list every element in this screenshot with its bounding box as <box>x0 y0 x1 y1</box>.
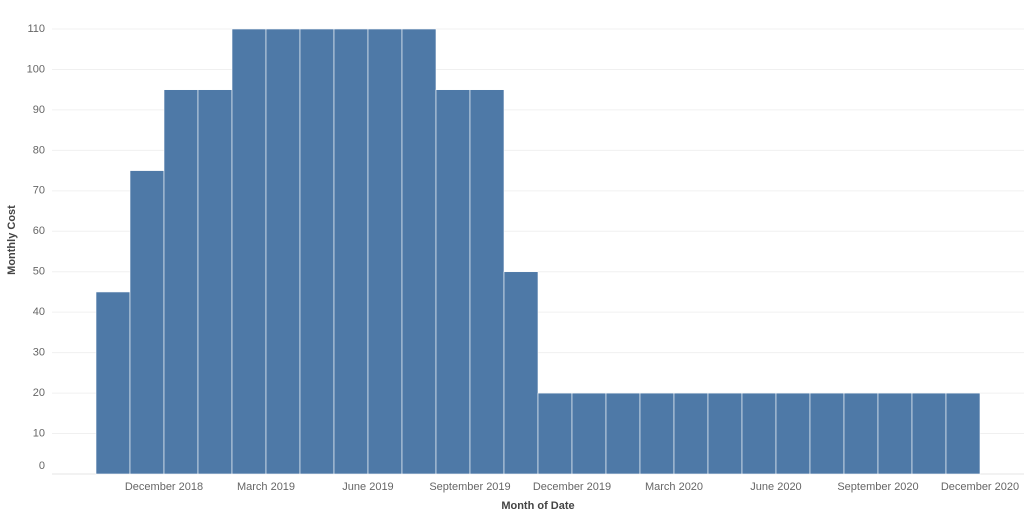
bar <box>877 392 913 475</box>
x-tick-label: December 2020 <box>941 481 1019 493</box>
bar <box>605 392 641 475</box>
bar <box>673 392 709 475</box>
bar <box>775 392 811 475</box>
x-tick-label: December 2018 <box>125 481 203 493</box>
bar <box>571 392 607 475</box>
bar <box>95 291 131 475</box>
bar <box>299 28 335 475</box>
bar <box>639 392 675 475</box>
bar <box>197 89 233 475</box>
bar <box>503 271 539 475</box>
y-tick-label: 90 <box>33 104 45 116</box>
bar <box>163 89 199 475</box>
bar <box>809 392 845 475</box>
y-tick-label: 40 <box>33 306 45 318</box>
x-tick-label: December 2019 <box>533 481 611 493</box>
bar <box>367 28 403 475</box>
y-tick-label: 20 <box>33 387 45 399</box>
y-tick-label: 50 <box>33 266 45 278</box>
y-axis-title: Monthly Cost <box>6 205 18 275</box>
bar <box>231 28 267 475</box>
x-tick-label: March 2019 <box>237 481 295 493</box>
x-tick-label: March 2020 <box>645 481 703 493</box>
y-tick-label: 80 <box>33 144 45 156</box>
bar <box>469 89 505 475</box>
y-tick-label: 30 <box>33 347 45 359</box>
bar <box>537 392 573 475</box>
bar <box>435 89 471 475</box>
y-tick-label: 110 <box>27 23 45 35</box>
x-tick-label: June 2019 <box>342 481 393 493</box>
bar <box>911 392 947 475</box>
bar <box>129 170 165 475</box>
y-tick-label: 100 <box>27 63 45 75</box>
bar <box>741 392 777 475</box>
y-tick-label: 0 <box>39 460 45 472</box>
bar <box>843 392 879 475</box>
bar <box>265 28 301 475</box>
y-tick-label: 10 <box>33 427 45 439</box>
bar <box>333 28 369 475</box>
y-tick-label: 70 <box>33 185 45 197</box>
bar <box>945 392 981 475</box>
y-tick-label: 60 <box>33 225 45 237</box>
x-axis-title: Month of Date <box>501 500 574 512</box>
bar <box>707 392 743 475</box>
bar <box>401 28 437 475</box>
x-tick-label: September 2020 <box>837 481 918 493</box>
x-tick-label: June 2020 <box>750 481 801 493</box>
x-tick-label: September 2019 <box>429 481 510 493</box>
